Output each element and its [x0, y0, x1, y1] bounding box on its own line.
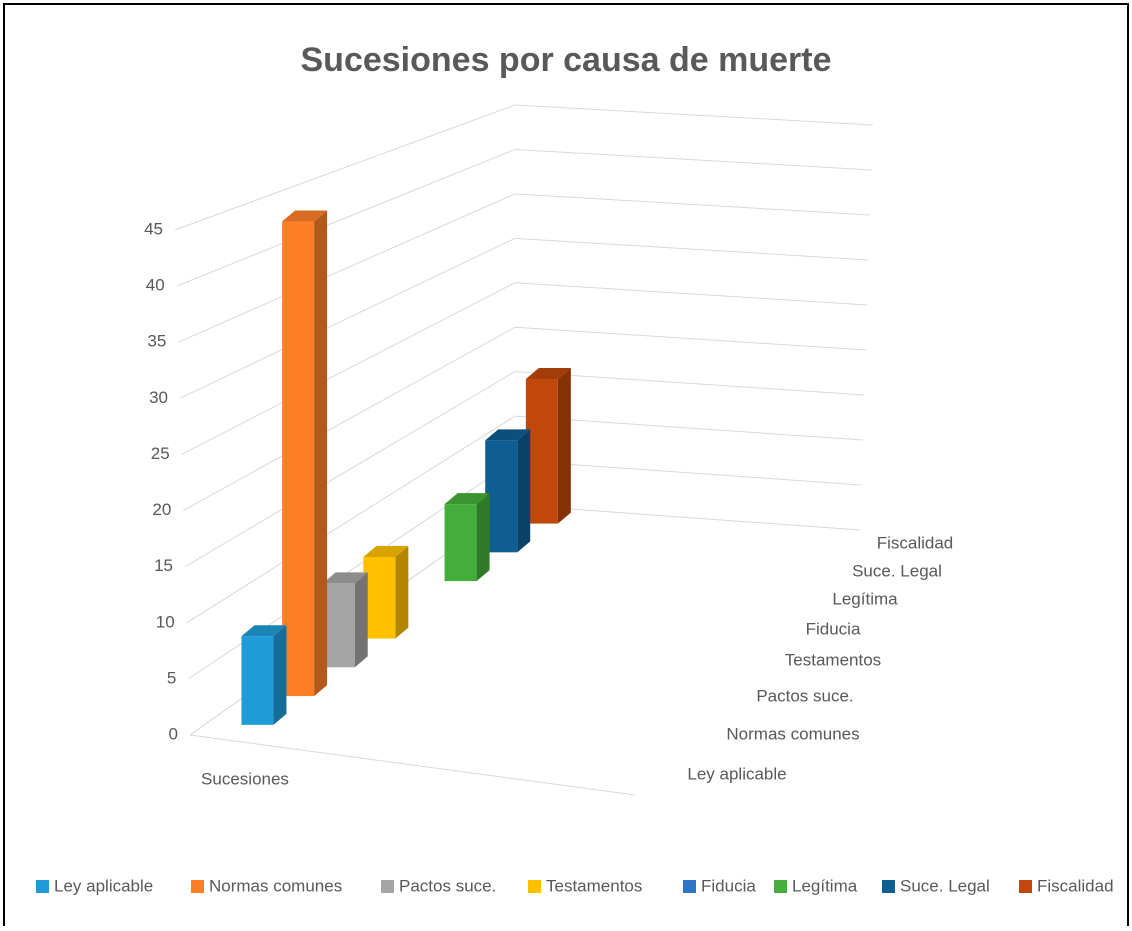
- grid-line: [183, 326, 516, 511]
- legend-label: Legítima: [792, 876, 858, 895]
- legend-swatch: [882, 880, 895, 893]
- grid-line: [514, 104, 874, 126]
- depth-label: Ley aplicable: [687, 764, 786, 783]
- depth-label: Pactos suce.: [756, 686, 853, 705]
- bar: [241, 636, 274, 725]
- depth-label: Normas comunes: [726, 724, 859, 743]
- depth-label: Testamentos: [785, 650, 881, 669]
- bar-top: [282, 210, 328, 222]
- legend-label: Suce. Legal: [900, 876, 990, 895]
- y-tick-label: 10: [156, 612, 175, 631]
- y-tick-label: 40: [146, 276, 165, 295]
- legend-swatch: [683, 880, 696, 893]
- bar-top: [444, 493, 490, 505]
- legend-swatch: [1019, 880, 1032, 893]
- grid-line: [179, 237, 516, 399]
- bar-side: [557, 368, 571, 524]
- legend-label: Fiducia: [701, 876, 756, 895]
- grid-line: [514, 148, 872, 171]
- bar-top: [363, 545, 409, 557]
- legend-swatch: [528, 880, 541, 893]
- legend-label: Ley aplicable: [54, 876, 153, 895]
- grid-line: [178, 193, 516, 343]
- bar-top: [525, 368, 571, 380]
- bar: [485, 440, 518, 553]
- x-tick-label: Sucesiones: [201, 769, 289, 788]
- bar-top: [241, 625, 287, 637]
- y-tick-label: 30: [149, 388, 168, 407]
- grid-line: [181, 282, 516, 455]
- bar-side: [476, 493, 490, 582]
- grid-line: [514, 282, 868, 306]
- bar-top: [485, 429, 531, 441]
- grid-line: [186, 415, 516, 624]
- bar-side: [517, 429, 531, 553]
- grid-line: [174, 104, 516, 231]
- floor-edge: [189, 734, 636, 796]
- bar-top: [322, 572, 368, 584]
- grid-line: [514, 326, 866, 351]
- legend-swatch: [36, 880, 49, 893]
- grid-line: [514, 237, 869, 261]
- depth-label: Fiducia: [806, 619, 861, 638]
- chart-title: Sucesiones por causa de muerte: [301, 41, 832, 79]
- y-tick-label: 5: [167, 668, 176, 687]
- grid-line: [184, 371, 516, 568]
- grid-line: [514, 504, 861, 531]
- bar: [282, 221, 315, 697]
- bar-side: [314, 210, 328, 697]
- grid-line: [514, 415, 863, 441]
- legend-label: Pactos suce.: [399, 876, 496, 895]
- legend-swatch: [191, 880, 204, 893]
- bar: [322, 583, 355, 668]
- bar: [525, 379, 558, 524]
- legend-label: Testamentos: [546, 876, 642, 895]
- grid-line: [176, 148, 516, 287]
- legend-label: Fiscalidad: [1037, 876, 1114, 895]
- bar: [363, 556, 396, 639]
- depth-label: Suce. Legal: [852, 561, 942, 580]
- grid-line: [514, 371, 865, 396]
- depth-label: Fiscalidad: [877, 533, 954, 552]
- bar-side: [273, 625, 287, 725]
- y-tick-label: 45: [144, 219, 163, 238]
- grid-line: [514, 460, 862, 486]
- depth-label: Legítima: [832, 589, 898, 608]
- legend-swatch: [774, 880, 787, 893]
- legend-label: Normas comunes: [209, 876, 342, 895]
- legend-swatch: [381, 880, 394, 893]
- y-tick-label: 15: [154, 556, 173, 575]
- grid-line: [514, 193, 871, 216]
- y-tick-label: 0: [169, 724, 178, 743]
- y-tick-label: 20: [152, 500, 171, 519]
- y-tick-label: 35: [147, 332, 166, 351]
- bar-side: [354, 572, 368, 668]
- bar-side: [395, 545, 409, 639]
- y-tick-label: 25: [151, 444, 170, 463]
- bar: [444, 504, 477, 582]
